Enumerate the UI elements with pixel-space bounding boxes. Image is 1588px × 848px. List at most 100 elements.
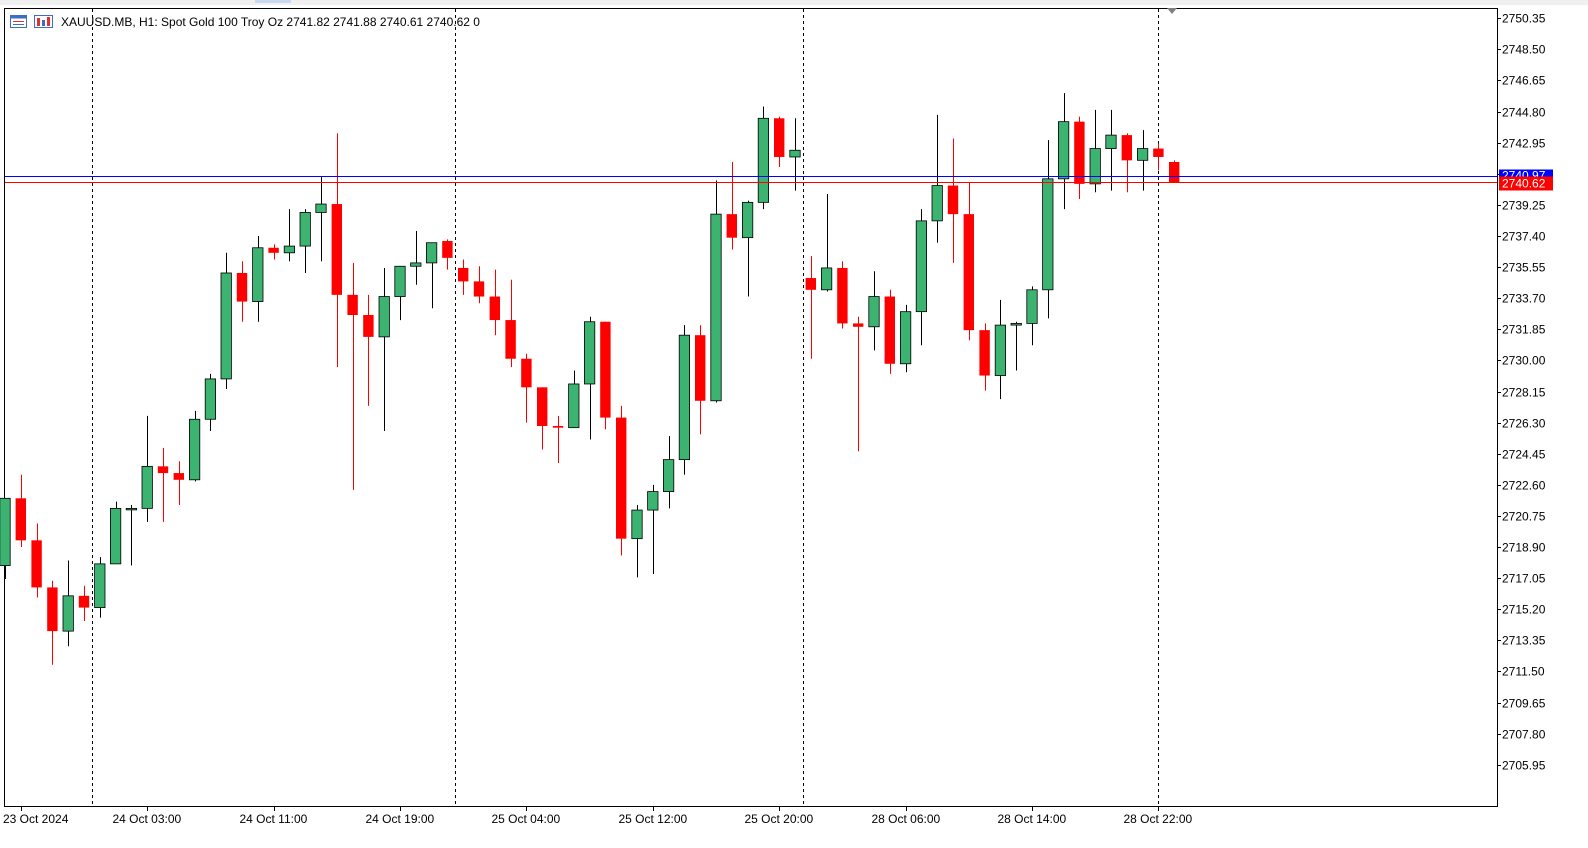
candle-body: [726, 214, 737, 238]
candle-body: [695, 335, 706, 401]
candle-body: [62, 595, 74, 632]
candle: [78, 585, 90, 622]
candle: [299, 209, 311, 273]
y-tick-label: 2737.40: [1502, 230, 1546, 244]
candle-body: [678, 334, 691, 461]
time-axis[interactable]: 23 Oct 2024 24 Oct 03:00 24 Oct 11:00 24 Oc…: [3, 806, 1193, 826]
candle: [283, 209, 296, 262]
candle-body: [489, 296, 500, 321]
candle: [110, 501, 122, 565]
y-tick-label: 2731.85: [1502, 323, 1546, 337]
candle-body: [537, 387, 548, 426]
y-tick-label: 2707.80: [1502, 728, 1546, 742]
candle: [742, 200, 754, 297]
candle: [568, 370, 580, 429]
candles: [0, 93, 1180, 665]
candle: [789, 118, 801, 191]
y-tick-label: 2726.30: [1502, 417, 1546, 431]
candle: [821, 193, 833, 292]
y-tick-label: 2705.95: [1502, 759, 1546, 773]
candle: [220, 252, 232, 390]
candle-body: [1105, 134, 1117, 149]
candle-body: [931, 185, 943, 222]
candle-body: [299, 212, 311, 247]
candle: [1089, 109, 1101, 193]
top-strip: [0, 0, 1588, 5]
candle: [505, 279, 516, 368]
candle: [663, 436, 675, 509]
candle: [331, 133, 342, 368]
candle: [915, 209, 928, 346]
candle: [252, 235, 264, 322]
candle-body: [236, 272, 248, 302]
candle: [157, 447, 169, 522]
candle: [141, 415, 153, 522]
candle-body: [742, 201, 754, 239]
candle-body: [220, 272, 232, 380]
candle: [757, 106, 770, 210]
candle: [963, 182, 974, 341]
y-tick-label: 2724.45: [1502, 448, 1546, 462]
candle-body: [600, 321, 611, 418]
x-tick-label: 28 Oct 22:00: [1124, 812, 1193, 826]
candle: [868, 271, 880, 351]
y-tick-label: 2718.90: [1502, 541, 1546, 555]
candle-body: [963, 214, 974, 331]
candle-body: [915, 220, 928, 313]
candle: [521, 353, 532, 423]
x-tick-label: 25 Oct 12:00: [619, 812, 688, 826]
candle: [458, 259, 469, 295]
candle: [947, 138, 959, 263]
candle-body: [1137, 148, 1149, 161]
x-tick-label: 28 Oct 14:00: [998, 812, 1067, 826]
candle-body: [141, 465, 153, 509]
candle: [1010, 321, 1022, 371]
candle: [979, 323, 990, 391]
candle: [442, 239, 453, 270]
candle-body: [521, 358, 532, 388]
candle-body: [188, 418, 201, 481]
y-tick-label: 2739.25: [1502, 199, 1546, 213]
candle-body: [616, 417, 627, 539]
y-tick-label: 2744.80: [1502, 106, 1546, 120]
x-tick-label: 25 Oct 20:00: [745, 812, 814, 826]
candle: [394, 265, 406, 321]
candle-body: [631, 509, 643, 540]
candle-body: [378, 296, 390, 338]
candle: [204, 373, 216, 432]
candle-body: [757, 117, 770, 203]
candle: [315, 177, 327, 262]
candle: [1153, 143, 1164, 171]
price-lines: [5, 176, 1497, 183]
candle: [710, 180, 722, 403]
candle-body: [442, 241, 453, 258]
candle-body: [584, 321, 596, 385]
candle-body: [837, 267, 848, 324]
candle-body: [1058, 121, 1070, 180]
candle-body: [268, 247, 279, 253]
chart-window-icon[interactable]: [34, 15, 53, 28]
candle-body: [774, 118, 785, 157]
candle-body: [283, 245, 296, 254]
candle: [584, 316, 596, 440]
candle-body: [805, 278, 816, 290]
candle-body: [647, 491, 659, 511]
candle: [473, 266, 485, 304]
candle: [552, 415, 564, 463]
candle-body: [252, 247, 264, 302]
chart-type-icon[interactable]: [10, 15, 27, 28]
candle-body: [505, 320, 516, 359]
candle-body: [110, 507, 122, 565]
candle: [1074, 116, 1085, 200]
candle-body: [710, 213, 722, 402]
price-axis[interactable]: 2750.352748.502746.652744.802742.952741.…: [1497, 12, 1553, 773]
candle-body: [15, 498, 26, 541]
chart-shift-marker[interactable]: [1167, 8, 1177, 14]
candle-body: [1074, 121, 1085, 184]
candle-body: [410, 262, 422, 267]
candle: [1169, 160, 1180, 183]
candle-body: [552, 425, 564, 428]
candle: [616, 405, 627, 556]
